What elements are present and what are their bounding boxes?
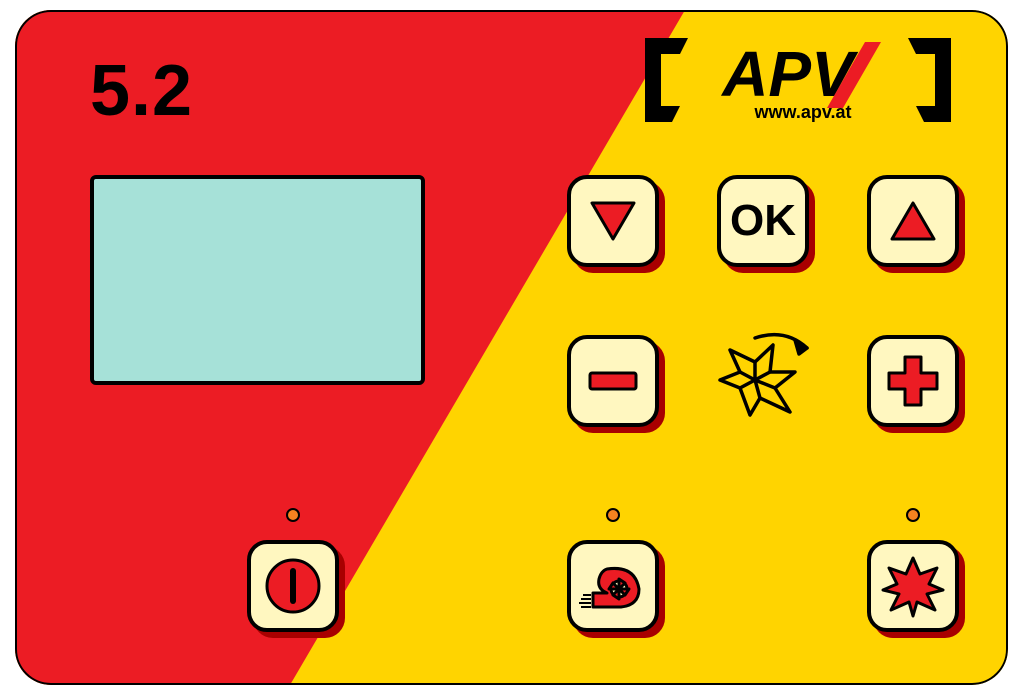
svg-text:www.apv.at: www.apv.at <box>753 102 851 122</box>
triangle-up-icon <box>888 199 938 243</box>
minus-button[interactable] <box>567 335 659 427</box>
down-button[interactable] <box>567 175 659 267</box>
lcd-display <box>90 175 425 385</box>
fan-led <box>606 508 620 522</box>
fan-button[interactable] <box>567 540 659 632</box>
triangle-down-icon <box>588 199 638 243</box>
power-icon <box>263 556 323 616</box>
apv-logo: APV www.apv.at <box>633 30 963 130</box>
power-button[interactable] <box>247 540 339 632</box>
calibration-wheel-icon <box>695 320 825 440</box>
spread-button[interactable] <box>867 540 959 632</box>
control-panel: 5.2 APV www.apv.at OK <box>15 10 1008 685</box>
plus-button[interactable] <box>867 335 959 427</box>
spread-led <box>906 508 920 522</box>
version-label: 5.2 <box>90 50 193 132</box>
ok-button[interactable]: OK <box>717 175 809 267</box>
minus-icon <box>587 370 639 392</box>
ok-label: OK <box>730 196 796 246</box>
power-led <box>286 508 300 522</box>
up-button[interactable] <box>867 175 959 267</box>
plus-icon <box>885 353 941 409</box>
fan-blower-icon <box>577 559 649 613</box>
starburst-icon <box>881 554 945 618</box>
